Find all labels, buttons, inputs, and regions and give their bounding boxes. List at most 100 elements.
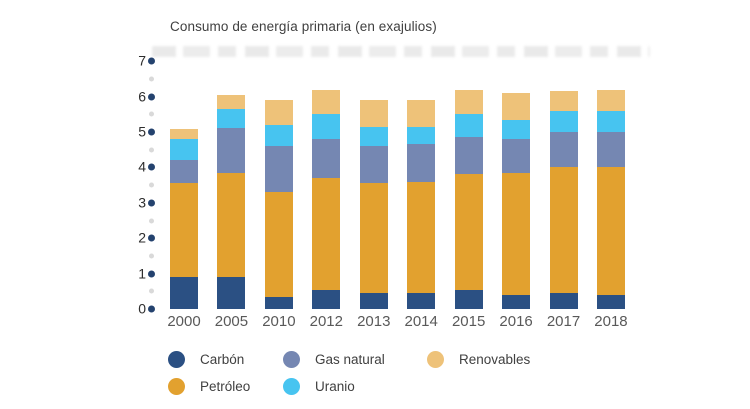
bar-segment-carbón [407, 293, 436, 309]
bar-segment-gas-natural [549, 132, 578, 168]
carbon-swatch [168, 351, 185, 368]
blurred-text-artifact [152, 46, 650, 57]
bar-segment-renovables [312, 89, 341, 115]
y-axis-tick-dot [148, 163, 155, 171]
bar-segment-petróleo [264, 192, 293, 297]
x-axis-label-2012: 2012 [309, 313, 343, 330]
y-axis-label: 2 [138, 229, 146, 246]
bar-segment-petróleo [454, 174, 483, 290]
stacked-bar-2013 [359, 100, 388, 309]
stacked-bar-2010 [264, 100, 293, 309]
y-axis-label: 6 [138, 88, 146, 105]
y-axis-tick-dot [148, 93, 155, 101]
bar-segment-petróleo [217, 172, 246, 278]
legend-item-carbon: Carbón [168, 346, 283, 373]
x-axis-label-2015: 2015 [451, 313, 486, 330]
bar-segment-petróleo [407, 181, 436, 294]
y-axis-label: 4 [138, 159, 146, 176]
bar-segment-uranio [359, 126, 388, 147]
bar-segment-gas-natural [264, 146, 293, 193]
bar-segment-uranio [596, 110, 625, 133]
bar-segment-petróleo [312, 178, 341, 290]
bar-segment-gas-natural [454, 137, 483, 175]
y-axis-tick-dot [148, 57, 155, 65]
bar-segment-carbón [170, 277, 198, 309]
y-axis-label: 0 [138, 300, 146, 317]
legend-label-renovables: Renovables [459, 352, 531, 367]
bar-segment-renovables [502, 93, 531, 120]
bar-segment-renovables [454, 89, 483, 115]
bar-segment-uranio [217, 109, 246, 129]
bar-segment-petróleo [359, 183, 388, 294]
bar-segment-renovables [596, 89, 625, 111]
bar-segment-gas-natural [312, 139, 341, 179]
bar-segment-carbón [359, 293, 388, 309]
bar-segment-carbón [549, 293, 578, 309]
y-axis-label: 7 [138, 52, 146, 69]
bar-segment-carbón [454, 289, 483, 309]
y-axis-tick-dot [148, 234, 155, 242]
bar-segment-renovables [407, 100, 436, 127]
legend-item-gas-natural: Gas natural [283, 346, 427, 373]
y-axis-tick-dot [148, 199, 155, 207]
legend-label-carbon: Carbón [200, 352, 245, 367]
y-axis-minor-dot [149, 76, 154, 82]
uranio-swatch [283, 378, 300, 395]
stacked-bar-2017 [549, 91, 578, 309]
renovables-swatch [427, 351, 444, 368]
bar-segment-renovables [359, 100, 388, 127]
bar-segment-petróleo [596, 167, 625, 295]
bar-segment-uranio [312, 114, 341, 140]
chart-title: Consumo de energía primaria (en exajulio… [170, 19, 437, 34]
legend: Carbón Gas natural Renovables Petróleo U… [168, 346, 530, 400]
bar-segment-gas-natural [359, 146, 388, 184]
legend-item-renovables: Renovables [427, 346, 530, 373]
bar-segment-gas-natural [596, 132, 625, 168]
bar-segment-uranio [407, 126, 436, 145]
y-axis-minor-dot [149, 288, 154, 294]
legend-item-uranio: Uranio [283, 373, 427, 400]
x-axis-label-2016: 2016 [499, 313, 533, 330]
bar-segment-petróleo [170, 183, 198, 278]
legend-item-petroleo: Petróleo [168, 373, 283, 400]
bar-segment-carbón [502, 294, 531, 309]
petroleo-swatch [168, 378, 185, 395]
y-axis-minor-dot [149, 182, 154, 188]
x-axis-label-2010: 2010 [262, 313, 296, 330]
stacked-bar-2014 [407, 100, 436, 309]
legend-label-uranio: Uranio [315, 379, 355, 394]
bar-segment-uranio [502, 119, 531, 140]
x-axis-label-2000: 2000 [167, 313, 201, 330]
stacked-bar-2016 [502, 93, 531, 309]
y-axis-label: 3 [138, 194, 146, 211]
x-axis-label-2013: 2013 [357, 313, 391, 330]
bar-segment-gas-natural [407, 144, 436, 182]
bar-segment-petróleo [549, 167, 578, 294]
bar-segment-renovables [549, 91, 578, 111]
x-axis-label-2017: 2017 [546, 313, 581, 330]
y-axis-tick-dot [148, 305, 155, 313]
stacked-bar-2012 [312, 89, 341, 309]
y-axis-tick-dot [148, 128, 155, 136]
gas-natural-swatch [283, 351, 300, 368]
bar-segment-carbón [312, 289, 341, 309]
x-axis-label-2005: 2005 [214, 313, 249, 330]
bar-segment-gas-natural [217, 128, 246, 173]
stacked-bar-2015 [454, 89, 483, 309]
bar-segment-petróleo [502, 172, 531, 295]
bar-segment-carbón [264, 296, 293, 309]
bar-segment-renovables [264, 100, 293, 125]
bar-segment-carbón [217, 277, 246, 309]
bar-segment-gas-natural [170, 160, 198, 184]
y-axis-label: 1 [138, 265, 146, 282]
stacked-bar-2005 [217, 94, 246, 309]
bar-segment-uranio [454, 114, 483, 138]
y-axis-minor-dot [149, 218, 154, 223]
bar-segment-renovables [170, 128, 198, 140]
stacked-bar-2018 [596, 89, 625, 309]
bar-segment-uranio [264, 124, 293, 147]
bar-segment-renovables [217, 94, 246, 109]
bar-segment-uranio [170, 139, 198, 161]
y-axis-minor-dot [149, 147, 154, 153]
